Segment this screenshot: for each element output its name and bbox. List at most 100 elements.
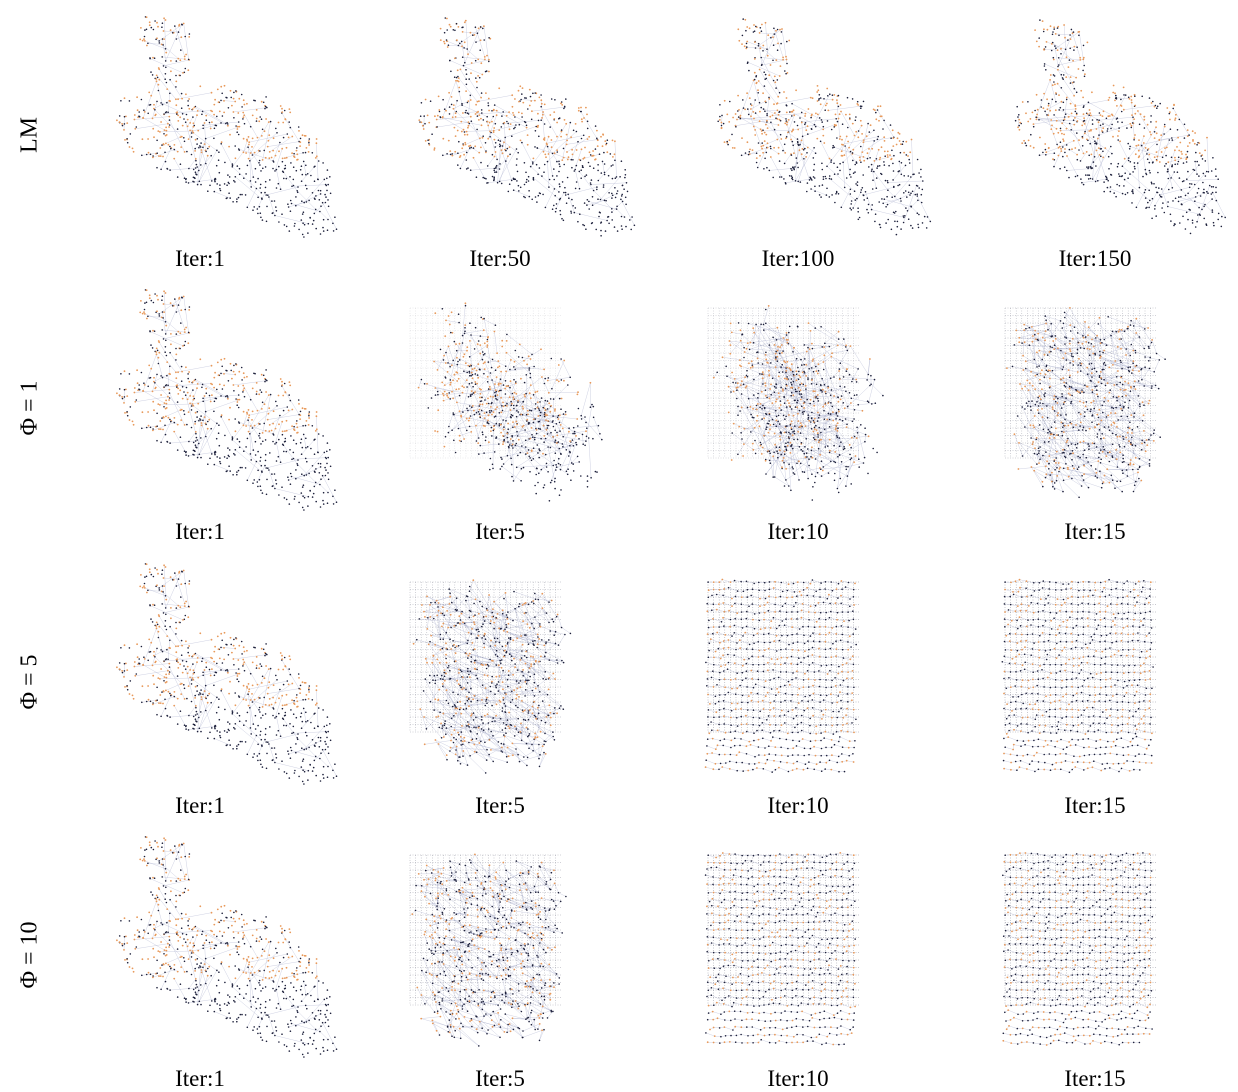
pose-point bbox=[169, 92, 171, 95]
pose-point bbox=[864, 440, 866, 443]
landmark-point bbox=[771, 402, 774, 405]
landmark-point bbox=[585, 430, 587, 433]
pose-point bbox=[575, 164, 578, 167]
landmark-point bbox=[541, 117, 543, 119]
landmark-point bbox=[505, 370, 507, 373]
pose-point bbox=[816, 420, 819, 422]
pose-point bbox=[506, 120, 508, 123]
pose-point bbox=[235, 125, 237, 127]
pose-point bbox=[449, 365, 451, 368]
landmark-point bbox=[217, 374, 220, 377]
pose-point bbox=[1217, 212, 1220, 215]
landmark-point bbox=[436, 430, 439, 433]
landmark-point bbox=[750, 108, 752, 110]
pose-point bbox=[478, 453, 480, 455]
pose-point bbox=[1191, 222, 1194, 224]
pose-point bbox=[1056, 27, 1059, 29]
pose-point bbox=[838, 437, 841, 439]
pose-point bbox=[210, 154, 212, 157]
landmark-point bbox=[462, 355, 465, 358]
pose-point bbox=[770, 393, 772, 396]
pose-point bbox=[889, 124, 892, 126]
pose-point bbox=[434, 394, 437, 396]
landmark-point bbox=[247, 430, 250, 433]
pose-point bbox=[781, 371, 784, 373]
pose-point bbox=[611, 197, 613, 199]
pose-point bbox=[832, 144, 834, 147]
pose-point bbox=[785, 334, 788, 336]
landmark-point bbox=[1050, 128, 1053, 131]
landmark-point bbox=[838, 113, 841, 116]
pose-point bbox=[847, 465, 849, 468]
pose-point bbox=[870, 383, 872, 386]
pose-point bbox=[817, 447, 820, 450]
pose-point bbox=[527, 449, 530, 451]
pose-point bbox=[1148, 206, 1150, 209]
landmark-point bbox=[762, 92, 764, 95]
pose-point bbox=[211, 180, 213, 182]
landmark-point bbox=[216, 361, 219, 364]
pose-point bbox=[741, 333, 744, 335]
pose-point bbox=[762, 383, 764, 385]
pose-point bbox=[521, 141, 523, 144]
pose-point bbox=[903, 175, 905, 177]
pose-point bbox=[311, 496, 314, 498]
landmark-point bbox=[744, 376, 746, 379]
landmark-point bbox=[741, 43, 743, 45]
landmark-point bbox=[777, 392, 780, 395]
pose-point bbox=[554, 194, 556, 197]
pose-point bbox=[1201, 158, 1204, 160]
landmark-point bbox=[189, 129, 191, 132]
pose-point bbox=[803, 158, 805, 160]
pose-point bbox=[531, 434, 533, 436]
landmark-point bbox=[905, 140, 908, 143]
pose-point bbox=[498, 423, 501, 425]
landmark-point bbox=[845, 135, 848, 138]
pose-point bbox=[226, 121, 228, 124]
pose-point bbox=[1163, 133, 1165, 135]
pose-point bbox=[310, 174, 312, 177]
landmark-point bbox=[167, 122, 169, 125]
pose-point bbox=[1111, 152, 1113, 155]
pose-point bbox=[285, 177, 288, 180]
pose-point bbox=[164, 78, 166, 80]
landmark-point bbox=[1060, 147, 1062, 150]
landmark-point bbox=[266, 145, 269, 148]
landmark-point bbox=[563, 359, 566, 362]
pose-point bbox=[873, 129, 875, 132]
landmark-point bbox=[748, 27, 751, 30]
pose-point bbox=[888, 164, 890, 167]
pose-point bbox=[296, 464, 299, 467]
pose-point bbox=[449, 59, 451, 62]
pose-point bbox=[872, 447, 874, 450]
pose-point bbox=[196, 143, 198, 145]
landmark-point bbox=[516, 423, 518, 426]
landmark-point bbox=[281, 430, 284, 433]
pose-point bbox=[484, 142, 487, 144]
pose-point bbox=[532, 179, 535, 181]
landmark-point bbox=[474, 145, 477, 148]
pose-point bbox=[537, 119, 540, 122]
landmark-point bbox=[197, 402, 200, 405]
landmark-point bbox=[272, 410, 275, 413]
landmark-point bbox=[782, 457, 785, 459]
pose-point bbox=[909, 194, 911, 196]
pose-point bbox=[586, 486, 589, 488]
pose-point bbox=[791, 102, 793, 105]
pose-graph-plot bbox=[116, 289, 338, 511]
pose-point bbox=[806, 448, 809, 450]
pose-point bbox=[624, 169, 626, 171]
landmark-point bbox=[530, 100, 533, 102]
pose-point bbox=[156, 373, 158, 376]
pose-point bbox=[864, 427, 866, 429]
landmark-point bbox=[739, 339, 742, 342]
landmark-point bbox=[1057, 131, 1060, 134]
pose-point bbox=[1138, 123, 1141, 126]
pose-point bbox=[1109, 186, 1112, 188]
landmark-point bbox=[805, 129, 808, 132]
pose-point bbox=[1131, 202, 1133, 204]
pose-point bbox=[468, 372, 471, 374]
landmark-point bbox=[272, 422, 274, 425]
pose-point bbox=[766, 113, 768, 115]
pose-point bbox=[590, 179, 593, 181]
